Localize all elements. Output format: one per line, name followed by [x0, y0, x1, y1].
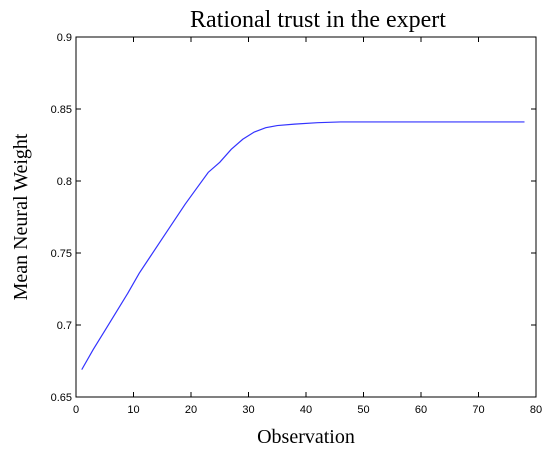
x-tick-label: 60	[415, 404, 427, 416]
x-axis: 0 10 20 30 40 50 60 70 80	[73, 37, 542, 416]
x-tick-label: 20	[185, 404, 197, 416]
plot-frame	[75, 36, 537, 398]
x-tick-label: 70	[472, 404, 484, 416]
y-axis-label: Mean Neural Weight	[10, 133, 32, 300]
y-tick-label: 0.8	[57, 176, 72, 188]
x-axis-label: Observation	[257, 426, 355, 448]
series-line	[81, 121, 525, 370]
x-tick-label: 30	[242, 404, 254, 416]
x-tick-label: 50	[357, 404, 369, 416]
x-tick-label: 10	[127, 404, 139, 416]
y-tick-label: 0.7	[57, 320, 72, 332]
y-axis: 0.65 0.7 0.75 0.8 0.85 0.9	[51, 32, 536, 404]
y-tick-label: 0.75	[51, 248, 72, 260]
x-tick-label: 80	[530, 404, 542, 416]
y-tick-label: 0.85	[51, 104, 72, 116]
x-tick-label: 40	[300, 404, 312, 416]
y-tick-label: 0.9	[57, 32, 72, 44]
chart-title: Rational trust in the expert	[190, 7, 446, 33]
y-tick-label: 0.65	[51, 392, 72, 404]
x-tick-label: 0	[73, 404, 79, 416]
